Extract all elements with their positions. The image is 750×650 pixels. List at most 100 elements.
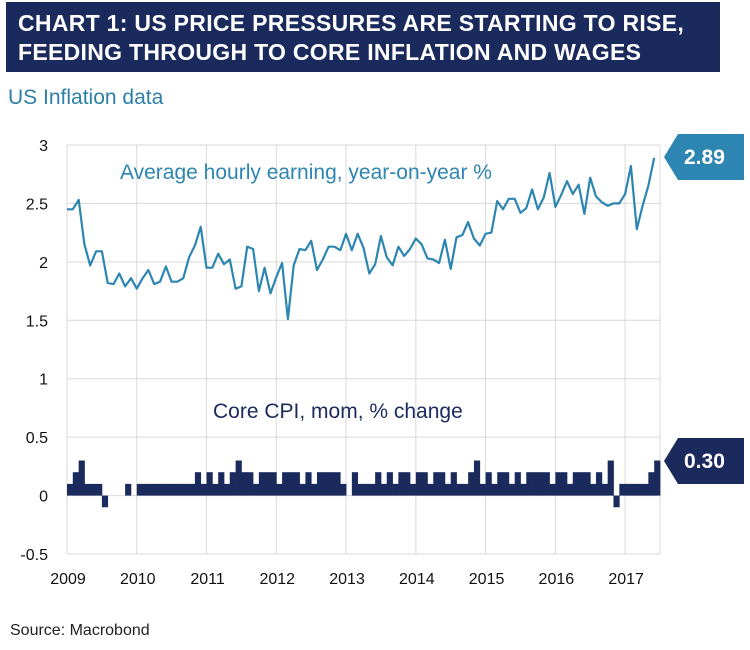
cpi-bar — [427, 483, 434, 496]
cpi-bar — [456, 483, 463, 496]
cpi-bar — [642, 483, 649, 496]
cpi-bar — [351, 472, 359, 496]
cpi-bar — [96, 483, 103, 496]
cpi-bar — [154, 483, 161, 496]
cpi-bar — [165, 483, 173, 496]
cpi-bar — [125, 483, 132, 496]
x-tick-label: 2016 — [539, 571, 575, 588]
cpi-bar — [299, 483, 306, 496]
cpi-bar — [520, 483, 527, 496]
cpi-bar — [450, 472, 457, 496]
cpi-bar — [328, 472, 335, 496]
cpi-bar — [596, 472, 603, 496]
earnings-callout-value: 2.89 — [684, 146, 725, 169]
cpi-bar — [630, 483, 638, 496]
cpi-bar — [212, 483, 219, 496]
cpi-bar — [78, 460, 85, 496]
cpi-bar — [90, 483, 97, 496]
cpi-bar — [264, 472, 271, 496]
cpi-bar — [532, 472, 539, 496]
cpi-bar — [375, 472, 382, 496]
cpi-bar — [247, 472, 254, 496]
cpi-bar — [572, 472, 579, 496]
cpi-bar — [654, 460, 661, 496]
cpi-bar — [72, 472, 79, 496]
cpi-bar — [241, 472, 248, 496]
cpi-bar — [177, 483, 184, 496]
cpi-bar — [601, 483, 609, 496]
cpi-bar — [148, 483, 155, 496]
x-tick-label: 2009 — [50, 571, 86, 588]
earnings-last-callout: 2.89 — [664, 134, 744, 180]
y-tick-label: 2 — [39, 255, 48, 272]
cpi-bar — [578, 472, 585, 496]
earnings-line-layer — [67, 157, 656, 321]
cpi-last-callout: 0.30 — [664, 438, 744, 484]
cpi-bar — [526, 472, 533, 496]
cpi-bar — [189, 483, 196, 496]
cpi-bar — [223, 483, 231, 496]
cpi-bar — [101, 495, 109, 508]
cpi-bar — [491, 483, 498, 496]
cpi-bar — [369, 483, 376, 496]
cpi-bar — [543, 472, 550, 496]
chart-subtitle: US Inflation data — [8, 86, 164, 109]
cpi-bar — [357, 483, 364, 496]
cpi-bar — [183, 483, 190, 496]
cpi-bar — [613, 495, 620, 508]
cpi-bar — [398, 472, 405, 496]
cpi-bar — [316, 472, 324, 496]
x-tick-label: 2014 — [399, 571, 435, 588]
cpi-bar — [200, 483, 207, 496]
cpi-bar — [270, 472, 277, 496]
chart-title-box: CHART 1: US PRICE PRESSURES ARE STARTING… — [6, 2, 720, 72]
cpi-bar — [468, 472, 475, 496]
y-tick-label: 1.5 — [26, 313, 48, 330]
cpi-bar — [549, 483, 556, 496]
cpi-bar — [311, 483, 318, 496]
cpi-bar — [444, 483, 452, 496]
cpi-bar — [287, 472, 295, 496]
cpi-bar — [340, 483, 347, 496]
cpi-bar — [206, 472, 213, 496]
cpi-bar — [485, 472, 492, 496]
x-tick-label: 2013 — [329, 571, 365, 588]
chart-title-line-2: FEEDING THROUGH TO CORE INFLATION AND WA… — [18, 39, 642, 65]
y-tick-label: -0.5 — [20, 547, 48, 564]
cpi-bar — [293, 472, 300, 496]
cpi-bar — [514, 472, 521, 496]
cpi-bar — [479, 483, 486, 496]
cpi-bar — [67, 483, 74, 496]
cpi-bar — [386, 472, 393, 496]
cpi-bar — [171, 483, 178, 496]
cpi-bar — [555, 472, 562, 496]
x-tick-label: 2012 — [259, 571, 295, 588]
x-tick-label: 2017 — [608, 571, 644, 588]
cpi-bar — [648, 472, 655, 496]
cpi-bar — [537, 472, 545, 496]
cpi-bar — [410, 483, 417, 496]
cpi-bar — [567, 483, 574, 496]
cpi-bar — [439, 472, 446, 496]
cpi-callout-shape — [664, 438, 744, 484]
cpi-bar — [473, 460, 481, 496]
earnings-line — [67, 157, 656, 321]
cpi-callout-value: 0.30 — [684, 450, 725, 473]
cpi-bar — [322, 472, 330, 496]
earnings-callout-shape — [664, 134, 744, 180]
cpi-bar — [392, 483, 399, 496]
y-tick-label: 2.5 — [26, 196, 48, 213]
cpi-bar — [253, 483, 260, 496]
y-tick-label: 3 — [39, 138, 48, 155]
x-tick-label: 2010 — [120, 571, 156, 588]
cpi-bar — [607, 460, 614, 496]
cpi-bar — [497, 472, 504, 496]
x-tick-label: 2011 — [190, 571, 225, 588]
y-tick-label: 1 — [39, 372, 48, 389]
source-note: Source: Macrobond — [10, 622, 150, 639]
cpi-bar — [229, 472, 236, 496]
x-tick-label: 2015 — [469, 571, 505, 588]
cpi-bar — [235, 460, 242, 496]
y-tick-label: 0.5 — [26, 430, 48, 447]
